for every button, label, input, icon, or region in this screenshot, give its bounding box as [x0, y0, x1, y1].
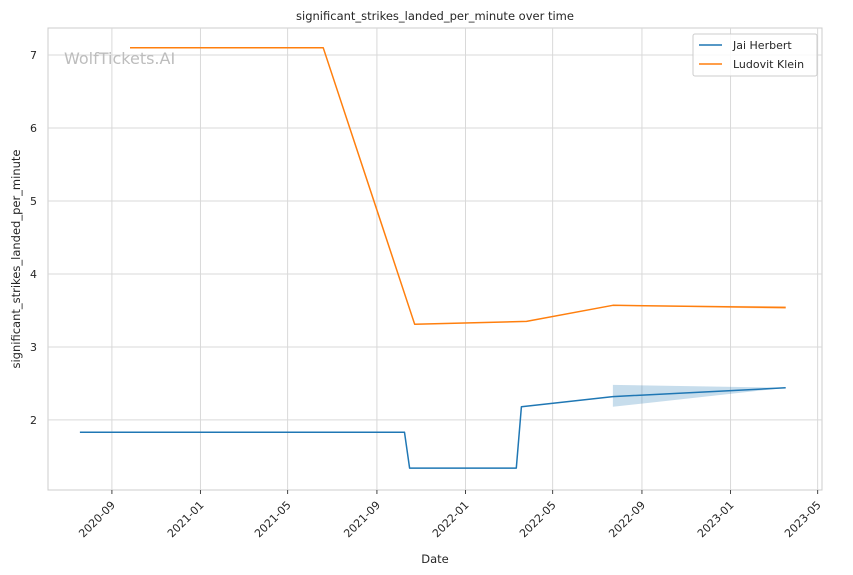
legend-label-ludovit-klein: Ludovit Klein: [733, 58, 804, 71]
x-tick-label: 2023-05: [782, 499, 824, 541]
x-tick-label: 2021-05: [252, 499, 294, 541]
y-tick-label: 6: [30, 122, 37, 135]
y-axis-label: significant_strikes_landed_per_minute: [9, 150, 23, 369]
series-lines: [79, 46, 786, 469]
x-tick-label: 2023-01: [695, 499, 737, 541]
y-tick-label: 7: [30, 49, 37, 62]
x-tick-label: 2022-09: [606, 499, 648, 541]
chart-title: significant_strikes_landed_per_minute ov…: [296, 9, 574, 23]
gridlines: [48, 28, 822, 490]
y-tick-label: 2: [30, 414, 37, 427]
x-tick-label: 2022-05: [517, 499, 559, 541]
x-tick-label: 2021-01: [165, 499, 207, 541]
legend-box: [692, 33, 818, 77]
x-tick-label: 2022-01: [430, 499, 472, 541]
plot-area: [47, 27, 823, 491]
legend-label-jai-herbert: Jai Herbert: [732, 39, 792, 52]
x-tick-label: 2021-09: [341, 499, 383, 541]
y-tick-label: 3: [30, 341, 37, 354]
series-line-jai-herbert: [79, 387, 786, 469]
series-line-ludovit-klein: [130, 46, 786, 326]
watermark: WolfTickets.AI: [64, 49, 175, 68]
y-tick-label: 5: [30, 195, 37, 208]
y-tick-label: 4: [30, 268, 37, 281]
x-axis-ticks: 2020-09 2021-01 2021-05 2021-09 2022-01 2022-…: [76, 490, 824, 541]
y-axis-ticks: 2 3 4 5 6 7: [30, 49, 37, 427]
legend: Jai Herbert Ludovit Klein: [692, 33, 818, 77]
x-axis-label: Date: [421, 552, 449, 566]
x-tick-label: 2020-09: [76, 499, 118, 541]
